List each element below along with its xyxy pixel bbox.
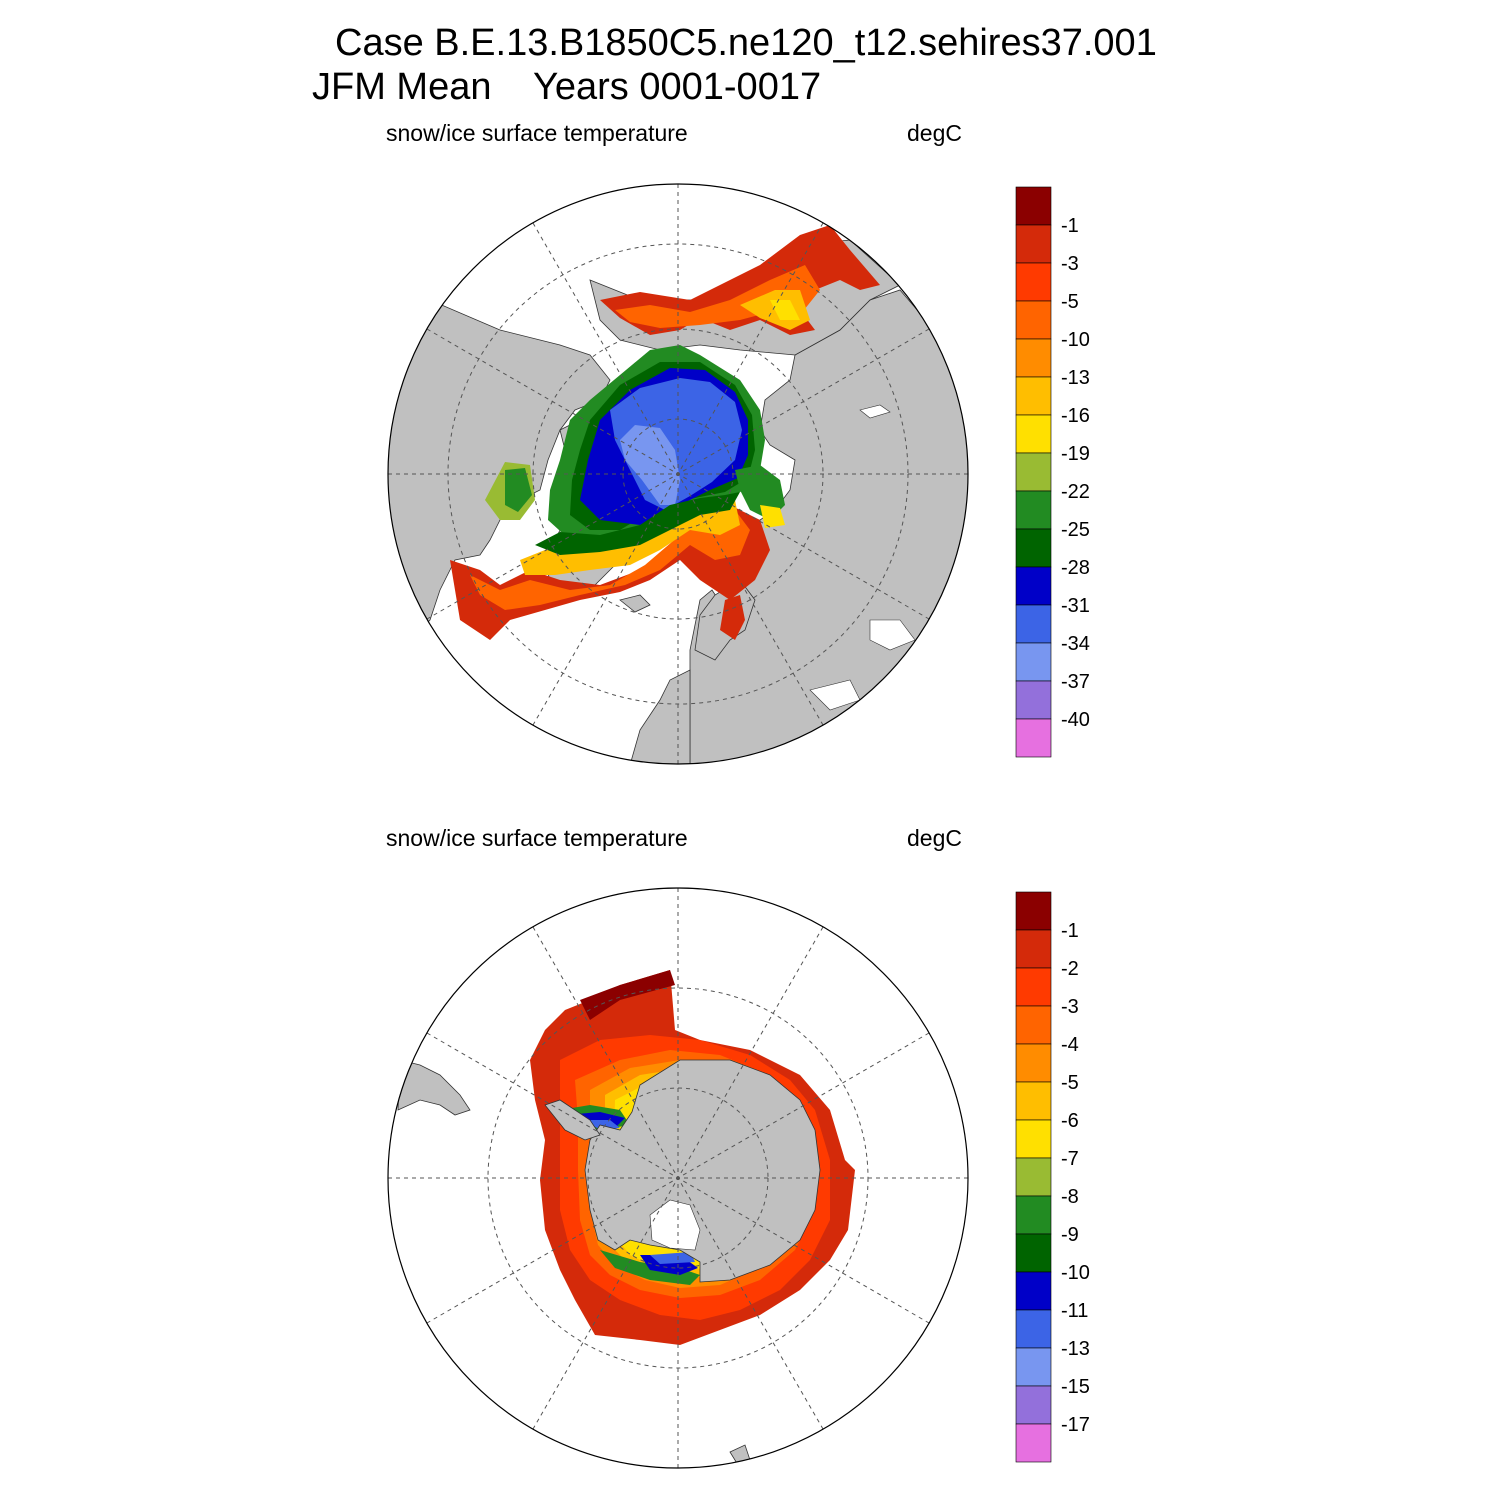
north-colorbar-swatch	[1015, 224, 1052, 264]
north-colorbar-swatch	[1015, 718, 1052, 758]
south-map-border	[387, 887, 969, 1469]
north-colorbar-label: -13	[1061, 367, 1090, 389]
south-colorbar-swatch	[1015, 1081, 1052, 1121]
south-colorbar-swatch	[1015, 929, 1052, 969]
south-colorbar-label: -15	[1061, 1376, 1090, 1398]
north-colorbar-swatch	[1015, 338, 1052, 378]
north-colorbar-label: -28	[1061, 557, 1090, 579]
north-sea-ice-field	[450, 225, 880, 640]
south-colorbar-swatch	[1015, 1233, 1052, 1273]
north-colorbar-swatch	[1015, 604, 1052, 644]
north-colorbar-label: -31	[1061, 595, 1090, 617]
north-colorbar: -1 -3 -5 -10 -13 -16 -19 -22 -25 -28 -31 -34 -37 -40	[1015, 186, 1090, 758]
south-colorbar-label: -11	[1061, 1300, 1088, 1322]
north-colorbar-label: -40	[1061, 709, 1090, 731]
south-colorbar-swatch	[1015, 1119, 1052, 1159]
antarctic-peninsula-land	[544, 1099, 601, 1141]
south-graticule	[388, 888, 968, 1468]
south-colorbar-label: -8	[1061, 1186, 1079, 1208]
south-colorbar-label: -10	[1061, 1262, 1090, 1284]
north-colorbar-swatch	[1015, 566, 1052, 606]
south-units-label: degC	[907, 825, 962, 851]
north-colorbar-swatch	[1015, 490, 1052, 530]
north-colorbar-swatch	[1015, 300, 1052, 340]
south-colorbar-swatch	[1015, 1157, 1052, 1197]
north-colorbar-label: -37	[1061, 671, 1090, 693]
iceland-land	[619, 594, 651, 613]
south-colorbar-label: -7	[1061, 1148, 1079, 1170]
south-colorbar-swatch	[1015, 967, 1052, 1007]
south-colorbar-label: -5	[1061, 1072, 1079, 1094]
north-colorbar-label: -25	[1061, 519, 1090, 541]
north-colorbar-label: -3	[1061, 253, 1079, 275]
south-colorbar-label: -4	[1061, 1034, 1079, 1056]
south-polar-map	[387, 887, 969, 1469]
south-colorbar-label: -9	[1061, 1224, 1079, 1246]
south-colorbar: -1 -2 -3 -4 -5 -6 -7 -8 -9 -10 -11 -13 -15 -17	[1015, 891, 1090, 1463]
north-colorbar-label: -10	[1061, 329, 1090, 351]
south-colorbar-swatch	[1015, 1195, 1052, 1235]
north-colorbar-swatch	[1015, 528, 1052, 568]
north-america-land	[388, 299, 611, 641]
south-colorbar-swatch	[1015, 1423, 1052, 1463]
south-colorbar-swatch	[1015, 891, 1052, 931]
north-colorbar-swatch	[1015, 680, 1052, 720]
north-graticule	[388, 184, 968, 764]
season-years-title: JFM Mean Years 0001-0017	[312, 68, 821, 106]
case-title: Case B.E.13.B1850C5.ne120_t12.sehires37.…	[335, 22, 1157, 64]
north-colorbar-label: -16	[1061, 405, 1090, 427]
north-colorbar-label: -1	[1061, 215, 1079, 237]
years-label: Years 0001-0017	[533, 66, 822, 108]
north-colorbar-swatch	[1015, 262, 1052, 302]
north-colorbar-swatch	[1015, 642, 1052, 682]
south-colorbar-label: -13	[1061, 1338, 1090, 1360]
north-units-label: degC	[907, 120, 962, 146]
north-variable-label: snow/ice surface temperature	[386, 120, 688, 146]
south-colorbar-swatch	[1015, 1271, 1052, 1311]
south-variable-label: snow/ice surface temperature	[386, 825, 688, 851]
north-colorbar-swatch	[1015, 414, 1052, 454]
south-colorbar-label: -1	[1061, 920, 1079, 942]
south-colorbar-label: -6	[1061, 1110, 1079, 1132]
north-colorbar-swatch	[1015, 186, 1052, 226]
south-america-land	[397, 1059, 471, 1116]
north-colorbar-swatch	[1015, 452, 1052, 492]
season-label: JFM Mean	[312, 66, 492, 108]
north-colorbar-label: -5	[1061, 291, 1079, 313]
north-colorbar-swatch	[1015, 376, 1052, 416]
north-polar-map	[387, 183, 969, 765]
north-colorbar-label: -34	[1061, 633, 1090, 655]
north-colorbar-label: -19	[1061, 443, 1090, 465]
europe-land	[629, 669, 691, 764]
south-colorbar-label: -3	[1061, 996, 1079, 1018]
south-colorbar-label: -2	[1061, 958, 1079, 980]
south-colorbar-swatch	[1015, 1347, 1052, 1387]
ice-shelf	[649, 1199, 701, 1251]
north-map-border	[387, 183, 969, 765]
south-colorbar-swatch	[1015, 1385, 1052, 1425]
south-colorbar-swatch	[1015, 1005, 1052, 1045]
south-colorbar-swatch	[1015, 1043, 1052, 1083]
south-colorbar-label: -17	[1061, 1414, 1090, 1436]
north-colorbar-label: -22	[1061, 481, 1090, 503]
south-colorbar-swatch	[1015, 1309, 1052, 1349]
